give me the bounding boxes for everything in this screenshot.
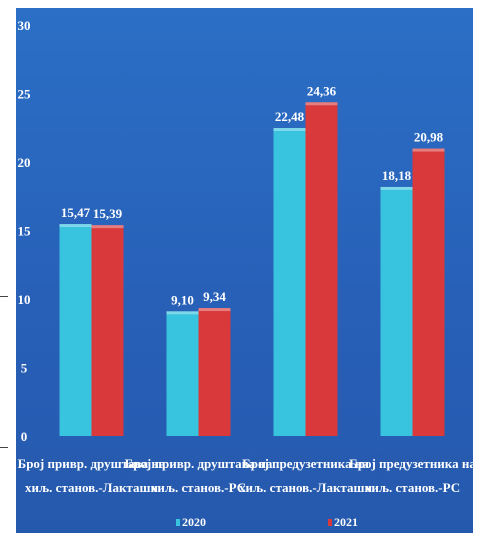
category-label-3-line-2: хиљ. станов.-Лакташи	[239, 480, 372, 495]
category-label-3-line-1: Број предузетника на	[242, 456, 369, 471]
legend-label-2020: 2020	[182, 515, 206, 529]
category-label-2-line-2: хиљ. станов.-РС	[151, 480, 246, 495]
bar-2020-2	[166, 311, 199, 436]
category-label-4-line-2: хиљ. станов.-РС	[365, 480, 460, 495]
bar-highlight-2021-3	[305, 102, 338, 106]
bar-highlight-2020-3	[273, 128, 306, 132]
bar-2020-1	[59, 224, 92, 436]
data-label-2020-4: 18,18	[382, 168, 412, 183]
y-tick-label-10: 10	[18, 292, 31, 307]
category-label-1-line-2: хиљ. станов.-Лакташи	[25, 480, 158, 495]
category-label-4-line-1: Број предузетника на	[349, 456, 473, 471]
legend-swatch-2021	[328, 519, 332, 526]
category-label-1-line-1: Број привр. друштава на	[18, 456, 166, 471]
bar-highlight-2020-4	[380, 186, 413, 190]
data-label-2020-3: 22,48	[275, 109, 305, 124]
legend-label-2021: 2021	[334, 515, 358, 529]
bar-2021-3	[305, 102, 338, 436]
bar-highlight-2021-4	[412, 148, 445, 152]
bar-2020-4	[380, 186, 413, 436]
bar-highlight-2020-1	[59, 224, 92, 228]
data-label-2021-1: 15,39	[93, 206, 123, 221]
bar-2021-4	[412, 148, 445, 436]
bar-highlight-2021-1	[91, 225, 124, 229]
bar-2020-3	[273, 128, 306, 437]
data-label-2021-3: 24,36	[307, 83, 337, 98]
y-tick-label-5: 5	[21, 361, 28, 376]
bar-2021-1	[91, 225, 124, 436]
data-label-2021-4: 20,98	[414, 130, 444, 145]
data-label-2021-2: 9,34	[203, 289, 226, 304]
y-tick-label-30: 30	[18, 18, 31, 33]
data-label-2020-2: 9,10	[171, 292, 194, 307]
side-tick-mark-bottom	[0, 447, 8, 448]
y-tick-label-15: 15	[18, 224, 32, 239]
y-tick-label-20: 20	[18, 155, 31, 170]
y-tick-label-0: 0	[21, 429, 28, 444]
bar-highlight-2020-2	[166, 311, 199, 315]
side-tick-mark-top	[0, 296, 8, 297]
bar-chart: 0 5 10 15 20 25 30 15,47 15,39 Број привр. друшта…	[18, 18, 474, 529]
chart-area: 0 5 10 15 20 25 30 15,47 15,39 Број привр. друшта…	[16, 8, 473, 533]
legend-swatch-2020	[176, 519, 180, 526]
y-tick-label-25: 25	[18, 87, 32, 102]
data-label-2020-1: 15,47	[61, 205, 91, 220]
bar-2021-2	[198, 308, 231, 436]
bar-highlight-2021-2	[198, 308, 231, 312]
category-label-2-line-1: Број привр. друштава на	[125, 456, 273, 471]
